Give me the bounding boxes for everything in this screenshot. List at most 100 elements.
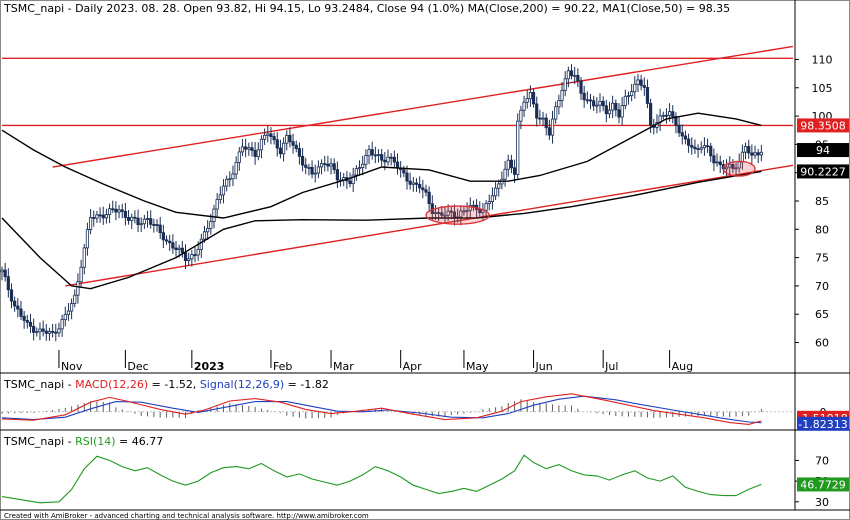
candle <box>130 213 134 229</box>
candle-body <box>130 216 134 221</box>
candle-body <box>76 281 80 296</box>
candle <box>316 160 321 179</box>
candle-body <box>383 159 387 163</box>
candle-body <box>376 154 381 156</box>
candle-body <box>626 95 631 98</box>
candle-body <box>256 149 260 157</box>
candle-body <box>509 159 514 169</box>
candle <box>98 207 102 223</box>
candle <box>462 205 466 216</box>
candle <box>114 201 118 221</box>
candle-body <box>85 229 90 249</box>
month-label: Aug <box>672 360 693 373</box>
candle <box>493 181 498 201</box>
candle <box>44 324 48 341</box>
candle-body <box>490 195 495 203</box>
candle-body <box>395 161 400 169</box>
candle-body <box>607 109 612 115</box>
candle <box>218 186 222 204</box>
candle <box>405 165 409 190</box>
candle-body <box>563 78 567 91</box>
month-label: Apr <box>403 360 423 373</box>
price-value-label-bg <box>797 143 849 158</box>
candle <box>9 283 14 309</box>
candle <box>557 94 561 115</box>
candle-body <box>386 156 390 163</box>
candle-body <box>747 146 751 154</box>
candle <box>117 205 121 219</box>
candle <box>696 144 700 158</box>
candle <box>506 154 510 177</box>
candle-body <box>661 114 665 117</box>
candle-body <box>601 100 605 107</box>
macd-panel <box>1 393 793 425</box>
candle <box>104 208 109 224</box>
candle <box>690 137 694 155</box>
candle <box>142 214 146 230</box>
candle <box>231 165 235 187</box>
candle <box>253 141 257 165</box>
candle-body <box>440 212 444 216</box>
macd-value-label-text: -1.82313 <box>798 418 847 431</box>
rsi-line <box>1 454 762 504</box>
candle-body <box>120 209 124 212</box>
candle <box>503 161 507 187</box>
candle-body <box>47 330 52 334</box>
candle-body <box>98 214 102 217</box>
candle <box>522 95 526 117</box>
candle <box>484 200 488 217</box>
candle <box>728 156 732 175</box>
candle-body <box>724 166 729 170</box>
candle <box>180 240 184 258</box>
candle <box>563 71 567 97</box>
candle-body <box>104 214 109 219</box>
candle-body <box>550 118 555 136</box>
candle-body <box>250 147 254 151</box>
candle <box>614 99 618 117</box>
candle-body <box>715 161 719 164</box>
price-value-label: 90.2227 <box>797 164 849 179</box>
candle-body <box>573 74 577 77</box>
candle <box>332 158 336 174</box>
candle <box>686 133 691 153</box>
candle-body <box>73 294 77 305</box>
candle <box>73 289 77 308</box>
candle-body <box>288 134 292 143</box>
candle <box>168 234 172 252</box>
candle <box>468 197 472 218</box>
candle-body <box>664 114 669 117</box>
price-value-label-bg <box>797 118 849 133</box>
footer-credit: Created with AmiBroker - advanced charti… <box>4 512 369 520</box>
candle <box>329 158 333 175</box>
candle-body <box>437 212 441 214</box>
candle <box>247 142 251 156</box>
rsi-value: = 46.77 <box>116 435 164 448</box>
candle-body <box>512 167 517 175</box>
candle-body <box>731 163 735 169</box>
candle <box>171 234 175 254</box>
candle <box>531 88 536 108</box>
candle <box>566 66 570 88</box>
candle <box>161 224 165 249</box>
candle <box>101 206 105 225</box>
candle-body <box>180 247 184 254</box>
macd-value-label: -1.82313 <box>797 416 849 431</box>
candle <box>145 210 150 228</box>
highlight-ellipse <box>722 160 756 177</box>
candle <box>361 155 365 176</box>
candle-body <box>424 189 428 193</box>
candle-body <box>712 155 716 164</box>
candle <box>111 200 115 213</box>
candle-body <box>88 217 93 230</box>
candle-body <box>614 102 618 111</box>
candle <box>592 95 596 112</box>
candle-body <box>168 240 172 244</box>
candle <box>16 298 20 318</box>
candle-body <box>544 117 548 129</box>
candle-body <box>139 223 143 226</box>
price-axis: 606570758085909510010511098.35089490.222… <box>795 53 849 509</box>
candle-body <box>63 314 67 321</box>
candle-body <box>164 239 169 242</box>
candle-body <box>541 117 545 120</box>
candle <box>0 266 4 281</box>
